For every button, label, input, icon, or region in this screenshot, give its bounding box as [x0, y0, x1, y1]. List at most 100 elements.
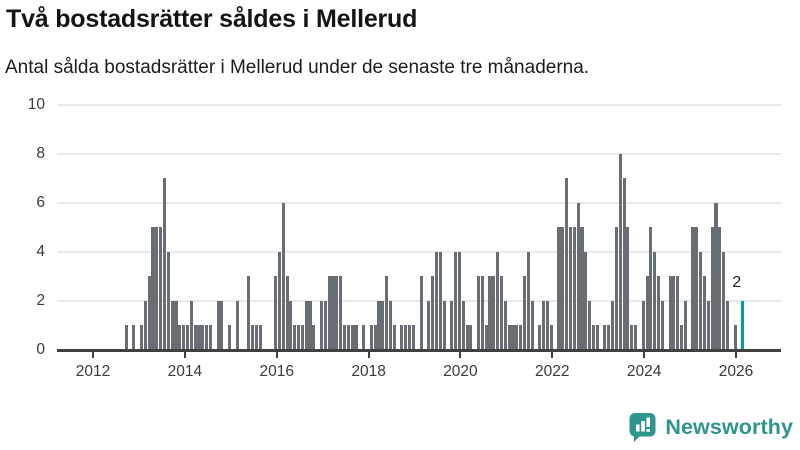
gridline — [57, 152, 781, 155]
last-value-annotation: 2 — [732, 273, 742, 291]
bar — [588, 300, 592, 350]
bar — [450, 300, 454, 350]
bar — [595, 325, 599, 350]
bar — [722, 251, 726, 350]
bar — [549, 325, 553, 350]
bar — [607, 325, 611, 350]
x-axis-tick — [643, 351, 646, 358]
x-axis-label: 2026 — [718, 362, 754, 380]
bar — [630, 325, 634, 350]
bar — [733, 325, 737, 350]
bar — [657, 276, 661, 350]
bar — [216, 300, 220, 350]
bar — [254, 325, 258, 350]
y-axis-label: 8 — [36, 144, 45, 162]
x-axis-tick — [92, 351, 94, 358]
gridline — [57, 299, 781, 302]
bar — [457, 251, 461, 350]
bar — [159, 227, 163, 350]
bar — [499, 276, 504, 350]
x-axis-label: 2016 — [259, 362, 294, 380]
chart-title: Två bostadsrätter såldes i Mellerud — [6, 5, 418, 33]
bar — [611, 300, 615, 350]
bar — [228, 325, 232, 350]
x-axis-tick — [551, 351, 554, 358]
bar — [465, 325, 469, 350]
gridline — [57, 201, 781, 204]
bar — [434, 251, 438, 350]
bar — [438, 251, 442, 350]
bar — [565, 178, 569, 350]
bar — [304, 300, 308, 350]
bar — [538, 325, 542, 350]
bar — [576, 202, 580, 350]
bar — [208, 325, 212, 350]
bar — [247, 276, 251, 350]
bar — [285, 276, 289, 350]
bar — [319, 300, 324, 350]
bar — [676, 276, 680, 350]
bar — [503, 300, 507, 350]
bar — [653, 251, 657, 350]
bar — [706, 300, 710, 350]
bar — [699, 251, 703, 350]
bar — [170, 300, 174, 350]
bar — [660, 300, 664, 350]
bar — [542, 300, 546, 350]
y-axis-label: 0 — [36, 340, 45, 358]
bar — [522, 276, 527, 350]
bar — [189, 300, 193, 350]
bar — [354, 325, 358, 350]
bar — [385, 276, 389, 350]
x-axis-label: 2018 — [351, 362, 386, 380]
bar — [293, 325, 297, 350]
bar — [369, 325, 373, 350]
bar — [174, 300, 178, 350]
bar — [511, 325, 515, 350]
x-axis-label: 2022 — [535, 362, 570, 380]
bar — [281, 202, 285, 350]
bar — [155, 227, 159, 350]
bar — [139, 325, 144, 350]
bar — [622, 178, 626, 350]
bar — [691, 227, 695, 350]
bar — [431, 276, 435, 350]
bar — [166, 251, 170, 350]
bar — [561, 227, 565, 350]
bar — [584, 251, 588, 350]
bar — [277, 251, 281, 350]
bar — [484, 325, 488, 350]
bar — [392, 325, 396, 350]
bar — [568, 227, 572, 350]
bar — [400, 325, 404, 350]
bar — [132, 325, 136, 350]
bar — [381, 300, 385, 350]
bar — [197, 325, 201, 350]
x-axis-tick — [459, 351, 462, 358]
bar — [634, 325, 638, 350]
x-axis-tick — [367, 351, 370, 358]
bar — [645, 276, 649, 350]
bar — [649, 227, 653, 350]
bar — [331, 276, 335, 350]
x-axis-label: 2024 — [626, 362, 662, 380]
x-axis-label: 2014 — [167, 362, 203, 380]
bar — [327, 276, 331, 350]
bar — [572, 227, 576, 350]
bar — [258, 325, 262, 350]
bar — [408, 325, 412, 350]
bar — [143, 300, 147, 350]
bar — [668, 276, 672, 350]
bar — [362, 325, 366, 350]
bar — [545, 300, 550, 350]
x-axis-label: 2012 — [75, 362, 111, 380]
bar — [702, 276, 707, 350]
bar — [477, 276, 481, 350]
y-axis-label: 4 — [36, 242, 45, 260]
chart-subtitle: Antal sålda bostadsrätter i Mellerud und… — [5, 57, 590, 78]
bar — [411, 325, 415, 350]
newsworthy-logo: Newsworthy — [627, 409, 793, 445]
bar — [274, 276, 278, 350]
logo-wordmark: Newsworthy — [665, 414, 793, 439]
